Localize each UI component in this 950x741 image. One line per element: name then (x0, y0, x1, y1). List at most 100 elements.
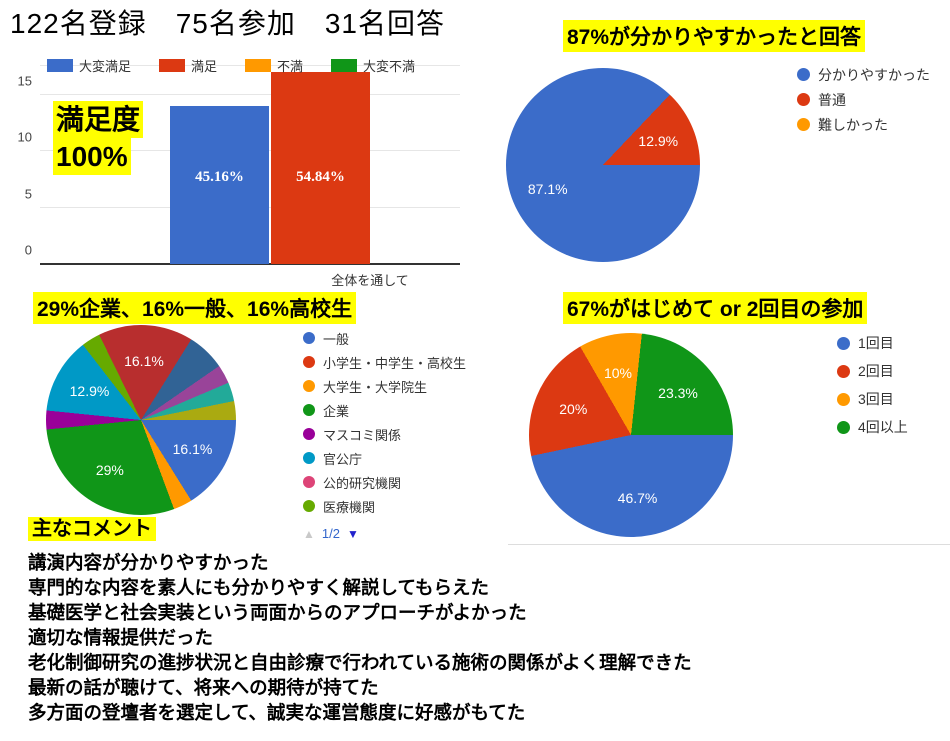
comment-line: 講演内容が分かりやすかった (28, 552, 269, 573)
audience-pie-circle (46, 325, 236, 515)
legend-label: 大変満足 (79, 59, 132, 74)
legend-dot (797, 93, 810, 106)
legend-item: 3回目 (837, 385, 908, 413)
clarity-chart-title: 87%が分かりやすかったと回答 (563, 20, 866, 52)
legend-label: マスコミ関係 (323, 427, 402, 443)
comment-line: 最新の話が聴けて、将来への期待が持てた (28, 677, 379, 698)
legend-page-indicator: 1/2 (321, 526, 340, 541)
satisfaction-annotation: 満足度 100% (53, 101, 144, 175)
attendance-pie-circle (529, 333, 733, 537)
clarity-pie-legend: 分かりやすかった 普通難しかった (797, 62, 930, 137)
legend-item: 小学生・中学生・高校生 (303, 350, 466, 374)
legend-label: 大変不満 (363, 59, 416, 74)
y-axis-tick-label: 5 (24, 186, 32, 202)
legend-item: 不満 (245, 56, 303, 75)
legend-label: 2回目 (858, 363, 894, 379)
legend-label: 大学生・大学院生 (323, 379, 428, 395)
bar-satisfied: 54.84% (271, 72, 370, 264)
attendance-pie-legend: 1回目 2回目 3回目 4回以上 (837, 329, 908, 441)
legend-item: 普通 (797, 87, 930, 112)
legend-label: 一般 (323, 331, 350, 347)
legend-label: 公的研究機関 (323, 475, 402, 491)
pie-slice-label: 46.7% (617, 489, 658, 506)
legend-item: 大学生・大学院生 (303, 374, 466, 398)
legend-label: 1回目 (858, 335, 894, 351)
legend-swatch (245, 59, 272, 72)
legend-item: 難しかった (797, 112, 930, 137)
legend-label: 官公庁 (323, 451, 363, 467)
x-axis-category-label: 全体を通して (331, 273, 409, 288)
legend-dot (303, 452, 315, 464)
pie-slice-label: 16.1% (124, 353, 164, 370)
clarity-pie-labels: 87.1% 12.9% (506, 68, 700, 262)
legend-label: 医療機関 (323, 499, 376, 515)
legend-item: 大変満足 (47, 56, 131, 75)
y-axis-tick-label: 0 (24, 242, 32, 258)
comment-line: 老化制御研究の進捗状況と自由診療で行われている施術の関係がよく理解できた (28, 652, 692, 673)
legend-item: 医療機関 (303, 494, 466, 518)
legend-item: 1回目 (837, 329, 908, 357)
legend-dot (837, 392, 850, 406)
pie-slice-label: 29% (95, 461, 124, 478)
legend-label: 不満 (277, 59, 304, 74)
legend-dot (797, 68, 810, 81)
pie-slice-label: 23.3% (658, 384, 698, 401)
legend-label: 分かりやすかった (818, 66, 930, 83)
legend-page-up-icon[interactable]: ▲ (303, 526, 315, 541)
bar-very-satisfied: 45.16% (170, 105, 269, 264)
legend-swatch (159, 59, 186, 72)
attendance-chart-title: 67%がはじめて or 2回目の参加 (563, 292, 868, 324)
annotation-line1: 満足度 (53, 101, 144, 138)
legend-item: 一般 (303, 326, 466, 350)
legend-dot (303, 404, 315, 416)
annotation-line2: 100% (53, 138, 131, 175)
bar-chart-legend: 大変満足 満足 不満 大変不満 (47, 56, 415, 75)
satisfaction-bar-chart: 大変満足 満足 不満 大変不満 全体を通して 0 5 10 15 45.16% 54.84% (0, 50, 475, 295)
legend-label: 小学生・中学生・高校生 (323, 355, 467, 371)
legend-label: 企業 (323, 403, 350, 419)
page-title: 122名登録 75名参加 31名回答 (10, 8, 446, 39)
pie-slice-label: 10% (603, 365, 632, 382)
audience-legend-rows: 一般小学生・中学生・高校生 大学生・大学院生 企業マスコミ関係 官公庁公的研究機関 医療… (303, 326, 466, 518)
legend-dot (303, 380, 315, 392)
legend-label: 難しかった (818, 116, 888, 133)
legend-label: 普通 (818, 91, 846, 108)
legend-item: マスコミ関係 (303, 422, 466, 446)
section-divider (508, 544, 950, 545)
comment-line: 多方面の登壇者を選定して、誠実な運営態度に好感がもてた (28, 702, 526, 723)
legend-dot (837, 336, 850, 350)
legend-swatch (47, 59, 73, 72)
legend-item: 公的研究機関 (303, 470, 466, 494)
audience-pie-labels: 16.1% 29% 12.9% 16.1% (46, 325, 236, 515)
comment-line: 専門的な内容を素人にも分かりやすく解説してもらえた (28, 577, 490, 598)
bar-data-label: 54.84% (296, 169, 345, 185)
legend-label: 3回目 (858, 391, 894, 407)
legend-dot (837, 420, 850, 434)
pie-slice-label: 16.1% (172, 440, 213, 457)
pie-slice-label: 87.1% (527, 180, 568, 197)
legend-dot (797, 118, 810, 131)
pie-slice-label: 12.9% (69, 383, 110, 400)
legend-label: 満足 (191, 59, 218, 74)
legend-dot (837, 364, 850, 378)
pie-slice-label: 12.9% (638, 133, 679, 150)
audience-pie-legend: 一般小学生・中学生・高校生 大学生・大学院生 企業マスコミ関係 官公庁公的研究機関 医療… (303, 326, 466, 541)
legend-swatch (331, 59, 358, 72)
bar-data-label: 45.16% (195, 169, 244, 185)
legend-dot (303, 500, 315, 512)
pie-slice-label: 20% (559, 401, 588, 418)
legend-item: 分かりやすかった (797, 62, 930, 87)
comment-list: 講演内容が分かりやすかった専門的な内容を素人にも分かりやすく解説してもらえた基礎… (28, 550, 938, 725)
legend-dot (303, 356, 315, 368)
legend-item: 満足 (159, 56, 217, 75)
legend-item: 2回目 (837, 357, 908, 385)
legend-dot (303, 428, 315, 440)
legend-item: 大変不満 (331, 56, 415, 75)
comment-line: 適切な情報提供だった (28, 627, 214, 648)
y-axis-tick-label: 10 (17, 129, 32, 145)
legend-item: 4回以上 (837, 413, 908, 441)
clarity-pie-circle (506, 68, 700, 262)
legend-page-down-icon[interactable]: ▼ (346, 526, 359, 541)
bar-plot: 全体を通して 0 5 10 15 45.16% 54.84% (18, 72, 460, 288)
comment-line: 基礎医学と社会実装という両面からのアプローチがよかった (28, 602, 527, 623)
